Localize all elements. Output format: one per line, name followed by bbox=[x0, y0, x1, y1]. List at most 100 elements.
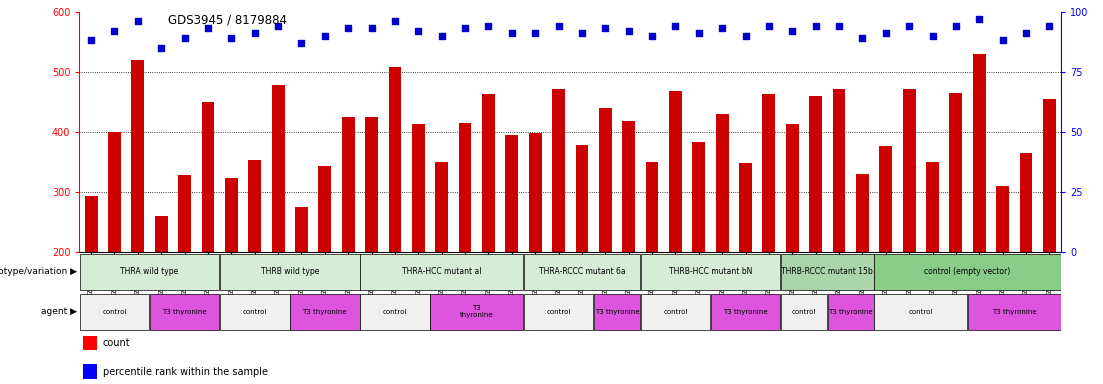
Bar bbox=[85, 196, 97, 252]
Point bbox=[246, 30, 264, 36]
Point bbox=[947, 23, 965, 29]
Point bbox=[292, 40, 310, 46]
Bar bbox=[1043, 99, 1056, 252]
Bar bbox=[1019, 152, 1032, 252]
Bar bbox=[781, 253, 874, 290]
Bar bbox=[290, 294, 360, 330]
Point bbox=[994, 37, 1011, 43]
Bar bbox=[79, 294, 149, 330]
Text: control: control bbox=[103, 309, 127, 315]
Bar bbox=[459, 122, 471, 252]
Bar bbox=[271, 85, 285, 252]
Bar bbox=[833, 89, 846, 252]
Bar bbox=[179, 175, 191, 252]
Bar bbox=[927, 162, 939, 252]
Point bbox=[129, 18, 147, 24]
Text: GDS3945 / 8179884: GDS3945 / 8179884 bbox=[168, 13, 287, 26]
Bar bbox=[79, 253, 219, 290]
Text: THRA wild type: THRA wild type bbox=[120, 267, 179, 276]
Bar bbox=[131, 60, 144, 252]
Text: T3 thyronine: T3 thyronine bbox=[595, 309, 640, 315]
Bar bbox=[576, 145, 588, 252]
Bar bbox=[693, 142, 705, 252]
Point bbox=[386, 18, 404, 24]
Bar bbox=[360, 253, 523, 290]
Point bbox=[807, 23, 825, 29]
Text: control: control bbox=[243, 309, 267, 315]
Point bbox=[877, 30, 895, 36]
Bar bbox=[593, 294, 640, 330]
Bar bbox=[967, 294, 1061, 330]
Text: THRB-HCC mutant bN: THRB-HCC mutant bN bbox=[668, 267, 752, 276]
Bar bbox=[670, 91, 682, 252]
Bar bbox=[599, 108, 612, 252]
Point bbox=[1040, 23, 1058, 29]
Point bbox=[597, 25, 614, 31]
Bar bbox=[219, 294, 290, 330]
Point bbox=[900, 23, 918, 29]
Bar bbox=[528, 133, 542, 252]
Point bbox=[457, 25, 474, 31]
Point bbox=[831, 23, 848, 29]
Text: percentile rank within the sample: percentile rank within the sample bbox=[103, 367, 268, 377]
Text: THRA-HCC mutant al: THRA-HCC mutant al bbox=[401, 267, 481, 276]
Bar bbox=[430, 294, 523, 330]
Bar bbox=[875, 294, 967, 330]
Bar bbox=[762, 94, 775, 252]
Bar bbox=[716, 114, 729, 252]
Bar bbox=[524, 294, 593, 330]
Bar bbox=[622, 121, 635, 252]
Bar bbox=[973, 53, 986, 252]
Bar bbox=[225, 178, 238, 252]
Point bbox=[783, 28, 801, 34]
Bar bbox=[902, 89, 915, 252]
Point bbox=[1017, 30, 1035, 36]
Point bbox=[714, 25, 731, 31]
Text: T3 thyronine: T3 thyronine bbox=[302, 309, 347, 315]
Point bbox=[363, 25, 381, 31]
Bar bbox=[785, 124, 799, 252]
Point bbox=[737, 33, 754, 39]
Point bbox=[200, 25, 217, 31]
Bar bbox=[150, 294, 219, 330]
Bar bbox=[996, 185, 1009, 252]
Point bbox=[152, 45, 170, 51]
Text: T3 thyronine: T3 thyronine bbox=[992, 309, 1037, 315]
Point bbox=[971, 16, 988, 22]
Bar bbox=[641, 253, 781, 290]
Point bbox=[854, 35, 871, 41]
Bar bbox=[219, 253, 360, 290]
Bar bbox=[411, 124, 425, 252]
Point bbox=[620, 28, 638, 34]
Point bbox=[340, 25, 357, 31]
Point bbox=[923, 33, 941, 39]
Point bbox=[223, 35, 240, 41]
Point bbox=[666, 23, 684, 29]
Text: control (empty vector): control (empty vector) bbox=[924, 267, 1010, 276]
Bar bbox=[83, 336, 97, 350]
Bar bbox=[810, 96, 822, 252]
Bar bbox=[641, 294, 710, 330]
Point bbox=[409, 28, 427, 34]
Text: control: control bbox=[383, 309, 407, 315]
Bar bbox=[856, 174, 869, 252]
Bar bbox=[710, 294, 781, 330]
Text: control: control bbox=[909, 309, 933, 315]
Point bbox=[690, 30, 708, 36]
Point bbox=[83, 37, 100, 43]
Bar bbox=[342, 117, 355, 252]
Bar bbox=[83, 364, 97, 379]
Bar bbox=[781, 294, 827, 330]
Text: THRA-RCCC mutant 6a: THRA-RCCC mutant 6a bbox=[538, 267, 625, 276]
Bar bbox=[950, 93, 962, 252]
Point bbox=[175, 35, 193, 41]
Point bbox=[643, 33, 661, 39]
Text: THRB-RCCC mutant 15b: THRB-RCCC mutant 15b bbox=[782, 267, 874, 276]
Bar bbox=[436, 162, 448, 252]
Text: T3 thyronine: T3 thyronine bbox=[162, 309, 207, 315]
Point bbox=[526, 30, 544, 36]
Bar bbox=[827, 294, 874, 330]
Text: T3 thyronine: T3 thyronine bbox=[828, 309, 874, 315]
Text: control: control bbox=[546, 309, 570, 315]
Bar bbox=[365, 116, 378, 252]
